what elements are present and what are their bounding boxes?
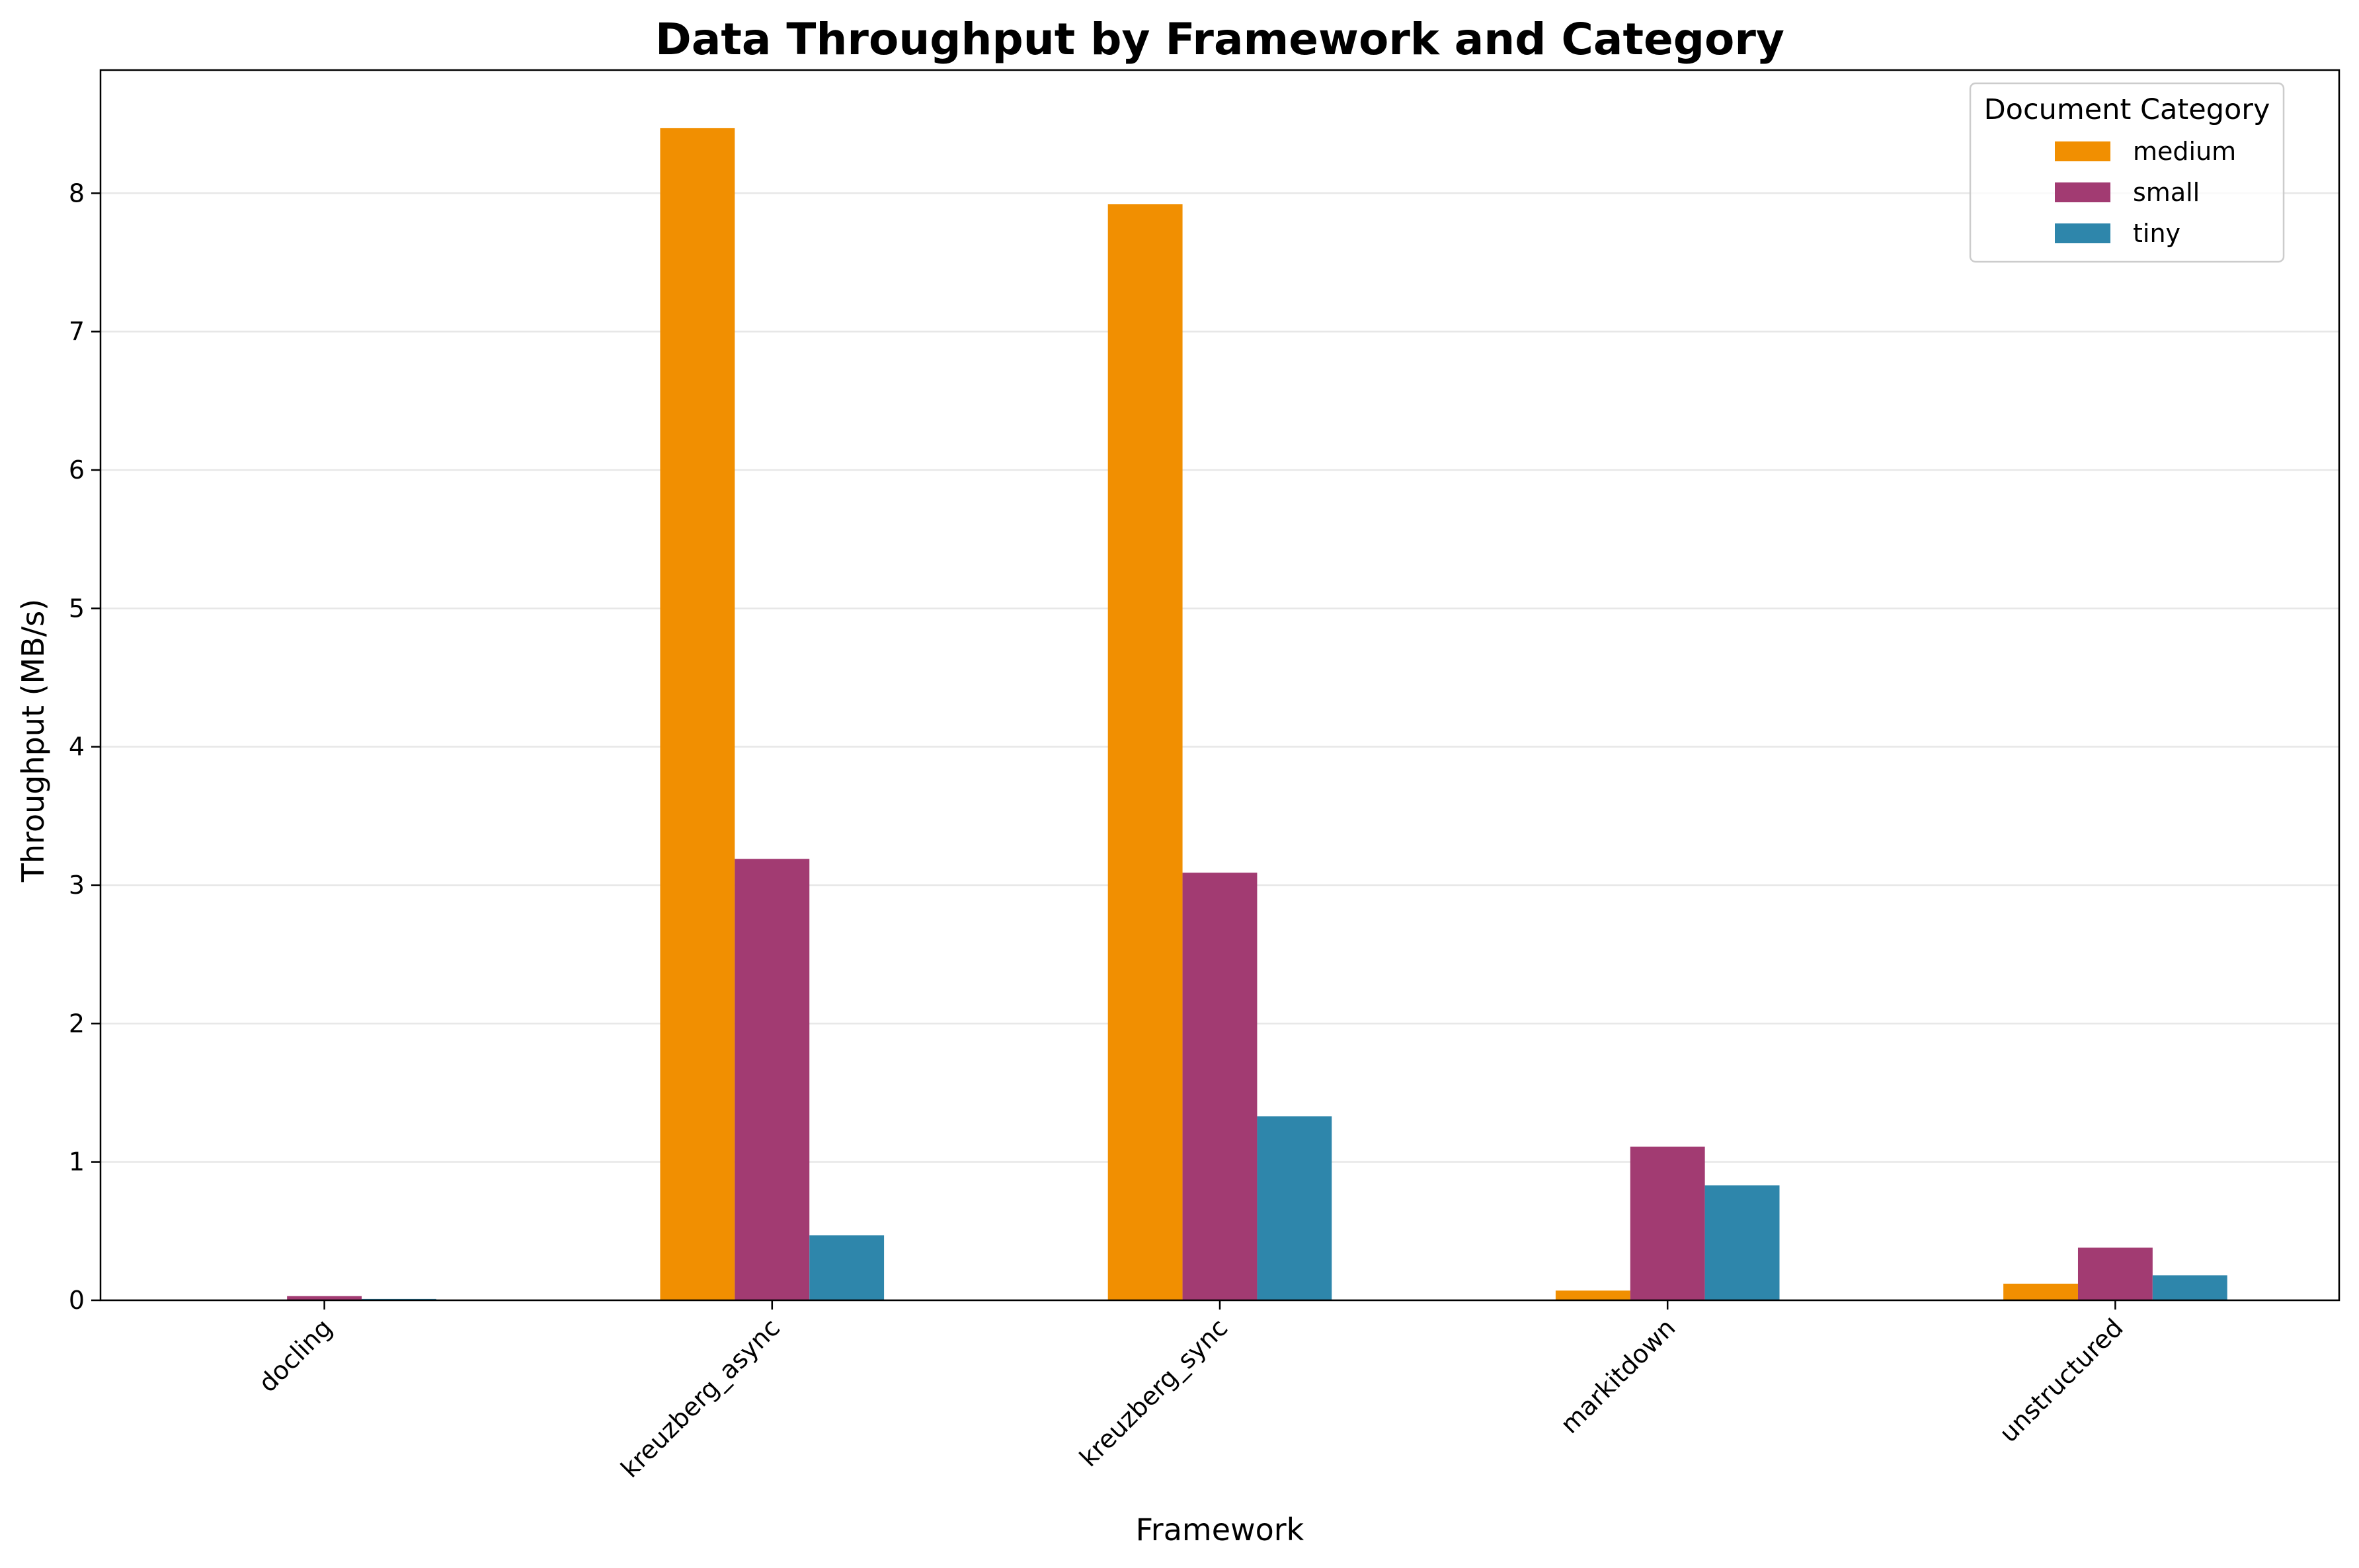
legend-swatch-small	[2055, 182, 2110, 202]
bar-medium-markitdown	[1555, 1290, 1630, 1300]
y-tick-label: 0	[69, 1286, 85, 1315]
bar-small-docling	[287, 1296, 362, 1300]
legend-label-medium: medium	[2133, 137, 2236, 166]
bar-small-kreuzberg_async	[735, 859, 810, 1300]
bar-medium-kreuzberg_async	[660, 128, 735, 1300]
bars	[287, 128, 2227, 1300]
bar-small-kreuzberg_sync	[1182, 873, 1258, 1300]
bar-small-markitdown	[1630, 1146, 1705, 1300]
bar-tiny-kreuzberg_async	[809, 1235, 885, 1300]
bar-small-unstructured	[2077, 1247, 2153, 1300]
y-tick-label: 3	[69, 871, 85, 900]
y-tick-label: 5	[69, 594, 85, 623]
bar-tiny-markitdown	[1704, 1185, 1780, 1300]
bar-tiny-kreuzberg_sync	[1257, 1116, 1332, 1300]
bar-tiny-unstructured	[2152, 1275, 2227, 1300]
y-tick-label: 4	[69, 732, 85, 762]
legend-swatch-medium	[2055, 141, 2110, 161]
y-tick-label: 1	[69, 1148, 85, 1177]
bar-medium-unstructured	[2003, 1283, 2078, 1300]
legend-label-tiny: tiny	[2133, 219, 2180, 248]
chart-title: Data Throughput by Framework and Categor…	[655, 14, 1784, 65]
y-tick-label: 8	[69, 178, 85, 208]
legend: Document Category medium small tiny	[1969, 82, 2285, 263]
y-tick-label: 2	[69, 1009, 85, 1038]
legend-title: Document Category	[1984, 93, 2270, 126]
y-tick-label: 7	[69, 317, 85, 346]
legend-label-small: small	[2133, 178, 2200, 207]
bar-medium-kreuzberg_sync	[1107, 204, 1183, 1300]
legend-swatch-tiny	[2055, 223, 2110, 243]
y-axis-label: Throughput (MB/s)	[15, 599, 51, 882]
legend-items: medium small tiny	[2055, 137, 2236, 248]
x-axis-label: Framework	[1136, 1512, 1304, 1548]
y-tick-label: 6	[69, 455, 85, 485]
legend-frame	[1969, 82, 2285, 263]
